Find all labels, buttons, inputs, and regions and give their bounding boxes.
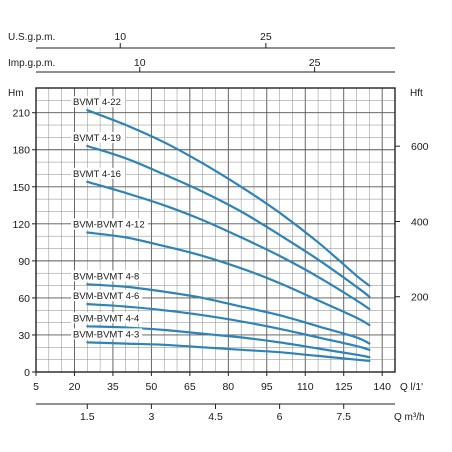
top-axis-2-tick-label: 10	[134, 57, 146, 69]
bottom-axis-2-tick-label: 3	[148, 411, 154, 423]
left-axis-tick-label: 120	[12, 219, 30, 231]
bottom-axis-tick-label: 35	[107, 381, 119, 393]
curve-label-bvmt-4-22: BVMT 4-22	[73, 97, 121, 108]
curve-label-bvm-bvmt-4-8: BVM-BVMT 4-8	[73, 271, 139, 282]
plot-frame	[35, 87, 396, 373]
curve-bvmt-4-16	[86, 180, 371, 311]
curve-label-bvm-bvmt-4-4: BVM-BVMT 4-4	[73, 313, 139, 324]
curve-label-bvm-bvmt-4-12: BVM-BVMT 4-12	[73, 219, 145, 230]
top-axis-1-tick-label: 25	[260, 31, 272, 43]
curve-bvm-bvmt-4-12	[86, 231, 371, 327]
bottom-axis-tick-label: 5	[33, 381, 39, 393]
left-axis-tick-label: 180	[12, 145, 30, 157]
bottom-axis-tick-label: 125	[335, 381, 353, 393]
axis-labels: 0 30 60 90 120 150 180 210 Hm 200 400 600 Hft 5 20 35 50…	[8, 31, 429, 423]
right-axis-tick-label: 200	[411, 292, 429, 304]
bottom-axis-2-tick-label: 1.5	[80, 411, 95, 423]
bottom-axis-unit: Q l/1'	[400, 382, 423, 393]
right-axis-tick-label: 400	[411, 216, 429, 228]
right-axis-tick-label: 600	[411, 141, 429, 153]
curve-bvmt-4-19	[86, 144, 371, 298]
curve-bvm-bvmt-4-3	[86, 341, 371, 362]
bottom-axis-2-tick-label: 6	[277, 411, 283, 423]
curve-label-background	[71, 328, 143, 340]
bottom-axis-tick-label: 65	[184, 381, 196, 393]
top-axis-1-tick-label: 10	[114, 31, 126, 43]
bottom-axis-tick-label: 20	[69, 381, 81, 393]
left-axis-tick-label: 90	[18, 256, 30, 268]
bottom-axis-tick-label: 110	[297, 381, 314, 393]
curve-bvmt-4-22	[86, 109, 371, 287]
bottom-axis-2-unit: Q m³/h	[394, 412, 425, 423]
bottom-axis-tick-label: 50	[146, 381, 158, 393]
bottom-axis-tick-label: 140	[373, 381, 391, 393]
left-axis-tick-label: 30	[18, 330, 30, 342]
left-axis-tick-label: 60	[18, 293, 30, 305]
top-axis-2-label: Imp.g.p.m.	[8, 58, 55, 69]
curve-label-background	[71, 132, 126, 144]
curve-label-bvmt-4-19: BVMT 4-19	[73, 133, 121, 144]
top-axis-1-label: U.S.g.p.m.	[8, 32, 55, 43]
left-axis-unit: Hm	[8, 88, 24, 99]
curve-label-background	[71, 96, 126, 108]
curve-label-background	[71, 218, 148, 230]
curve-bvm-bvmt-4-4	[86, 325, 371, 359]
curve-bvm-bvmt-4-8	[86, 283, 371, 345]
curve-label-bvm-bvmt-4-3: BVM-BVMT 4-3	[73, 329, 139, 340]
bottom-axis-tick-label: 95	[261, 381, 273, 393]
curve-label-background	[71, 167, 126, 179]
left-axis-tick-label: 210	[12, 108, 30, 120]
top-axis-2-tick-label: 25	[309, 57, 321, 69]
curve-label-background	[71, 270, 143, 282]
bottom-axis-2-tick-label: 7.5	[336, 411, 351, 423]
curve-label-background	[71, 312, 143, 324]
curve-label-bvmt-4-16: BVMT 4-16	[73, 169, 121, 180]
curve-label-background	[71, 290, 143, 302]
curve-label-bvm-bvmt-4-6: BVM-BVMT 4-6	[73, 291, 139, 302]
left-axis-tick-label: 0	[24, 367, 30, 379]
left-axis-tick-label: 150	[12, 182, 30, 194]
axes	[32, 43, 400, 409]
right-axis-unit: Hft	[410, 88, 423, 99]
performance-curves	[86, 109, 371, 362]
bottom-axis-2-tick-label: 4.5	[208, 411, 223, 423]
curve-bvm-bvmt-4-6	[86, 303, 371, 351]
bottom-axis-tick-label: 80	[222, 381, 234, 393]
